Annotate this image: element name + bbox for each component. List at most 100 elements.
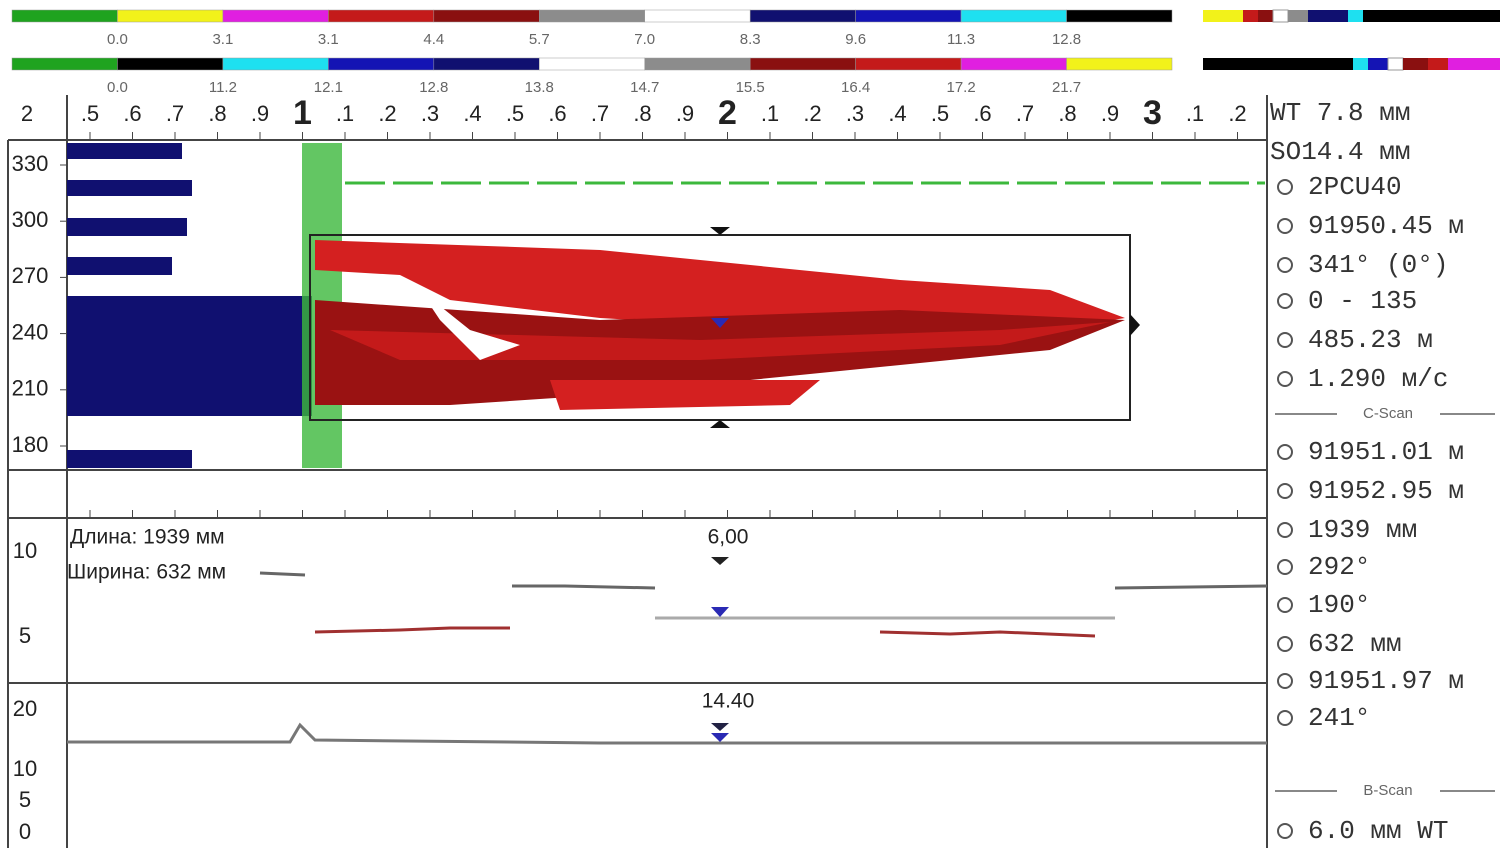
distance-label: .2 (803, 101, 821, 126)
distance-label: 3 (1143, 94, 1162, 132)
distance-label: .7 (166, 101, 184, 126)
distance-label: .7 (591, 101, 609, 126)
info-row: 1.290 м/с (1308, 364, 1448, 394)
angle-label: 210 (12, 376, 49, 401)
icon (1277, 179, 1293, 195)
icon (1277, 597, 1293, 613)
c-scan-row: 292° (1308, 552, 1370, 582)
c-scan-row: 1939 мм (1308, 515, 1417, 545)
distance-label: .2 (1228, 101, 1246, 126)
icon (1277, 483, 1293, 499)
wall-label: 5 (19, 623, 31, 648)
scale-segment (1066, 57, 1173, 71)
info-row: 2PCU40 (1308, 172, 1402, 202)
scale-label: 0.0 (107, 31, 128, 48)
scale-label: 12.1 (314, 79, 343, 96)
offset-label: 20 (13, 696, 37, 721)
distance-label: .8 (633, 101, 651, 126)
scale-label: 0.0 (107, 79, 128, 96)
c-scan-row: 241° (1308, 703, 1370, 733)
icon (1277, 673, 1293, 689)
distance-label: .5 (81, 101, 99, 126)
c-scan-image (67, 143, 1265, 468)
scale-segment (749, 57, 856, 71)
wall-marker: 6,00 (708, 526, 749, 549)
icon (1277, 559, 1293, 575)
b-scan-title: B-Scan (1363, 782, 1412, 799)
scale-segment (117, 57, 224, 71)
scale-segment (539, 57, 645, 71)
distance-label: .9 (251, 101, 269, 126)
scale-segment (222, 57, 329, 71)
distance-label: .5 (931, 101, 949, 126)
icon (1277, 371, 1293, 387)
length-label: Длина: 1939 мм (70, 526, 225, 549)
scale-segment (855, 9, 962, 23)
scale-label: 12.8 (1052, 31, 1081, 48)
icon (1277, 522, 1293, 538)
scale-label: 11.2 (209, 79, 237, 96)
info-row: 0 - 135 (1308, 286, 1417, 316)
scale-label: 3.1 (318, 31, 339, 48)
scale-label: 14.7 (630, 79, 659, 96)
distance-label: .9 (1101, 101, 1119, 126)
distance-label: 1 (293, 94, 312, 132)
wall-label: 10 (13, 538, 37, 563)
distance-label: .6 (973, 101, 991, 126)
scale-segment (328, 9, 435, 23)
distance-label: 2 (718, 94, 737, 132)
scale-label: 3.1 (212, 31, 233, 48)
b-scan-traces (67, 557, 1268, 745)
separators (1275, 413, 1495, 792)
scale-segment (1066, 9, 1173, 23)
distance-label: .6 (548, 101, 566, 126)
b-scan-row: 6.0 мм WT (1308, 816, 1448, 846)
scale-label: 7.0 (634, 31, 655, 48)
info-row: WT 7.8 мм (1270, 98, 1410, 128)
distance-label: .1 (1186, 101, 1204, 126)
scale-segment (11, 9, 118, 23)
width-label: Ширина: 632 мм (67, 561, 226, 584)
scale-segment (644, 57, 751, 71)
distance-label: .1 (761, 101, 779, 126)
icon (1277, 332, 1293, 348)
scale-segment (222, 9, 329, 23)
distance-label: .5 (506, 101, 524, 126)
frames (7, 95, 1268, 848)
c-scan-row: 91952.95 м (1308, 476, 1464, 506)
c-scan-row: 632 мм (1308, 629, 1402, 659)
scale-segment (328, 57, 435, 71)
icon (1277, 218, 1293, 234)
angle-label: 180 (12, 432, 49, 457)
c-scan-row: 190° (1308, 590, 1370, 620)
distance-label: .9 (676, 101, 694, 126)
icon (1277, 444, 1293, 460)
info-row: 341° (0°) (1308, 250, 1448, 280)
distance-label: .6 (123, 101, 141, 126)
c-scan-row: 91951.97 м (1308, 666, 1464, 696)
scale-segment (433, 57, 540, 71)
angle-label: 270 (12, 263, 49, 288)
scale-label: 13.8 (525, 79, 554, 96)
distance-label: .8 (208, 101, 226, 126)
icon (1277, 636, 1293, 652)
scale-segment (960, 9, 1067, 23)
scale-segment (960, 57, 1067, 71)
info-row: 485.23 м (1308, 325, 1433, 355)
scale-label: 21.7 (1052, 79, 1081, 96)
scale-segment (11, 57, 118, 71)
scale-label: 17.2 (946, 79, 975, 96)
offset-label: 0 (19, 819, 31, 844)
scale-label: 16.4 (841, 79, 870, 96)
info-row: SO14.4 мм (1270, 137, 1410, 167)
distance-label: .3 (421, 101, 439, 126)
info-row: 91950.45 м (1308, 211, 1464, 241)
icon (1277, 823, 1293, 839)
offset-label: 5 (19, 787, 31, 812)
distance-label: .8 (1058, 101, 1076, 126)
c-scan-title: C-Scan (1363, 405, 1413, 422)
scale-segment (749, 9, 856, 23)
icon (1277, 710, 1293, 726)
scale-segment (117, 9, 224, 23)
